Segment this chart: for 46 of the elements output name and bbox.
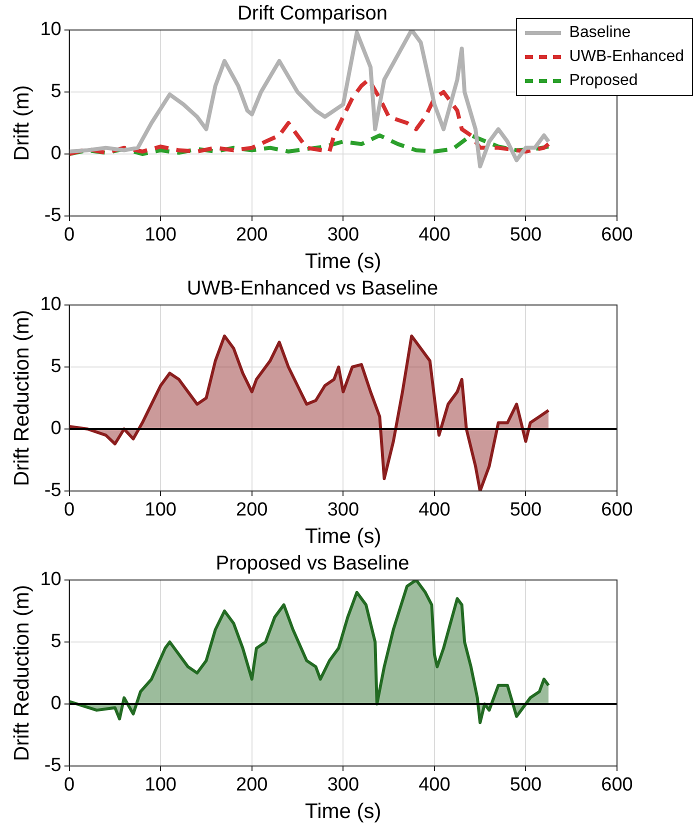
chart-title: Drift Comparison	[237, 2, 388, 25]
y-tick-label: 5	[50, 631, 62, 652]
x-tick-label: 300	[327, 224, 360, 246]
x-tick-label: 200	[236, 500, 268, 521]
x-tick-label: 600	[601, 774, 633, 796]
chart-title: Proposed vs Baseline	[216, 552, 410, 575]
x-axis-title: Time (s)	[305, 800, 382, 824]
x-tick-label: 400	[418, 224, 450, 246]
legend-label: UWB-Enhanced	[569, 48, 684, 66]
x-tick-label: 100	[144, 500, 176, 521]
y-tick-label: 10	[40, 19, 62, 40]
y-tick-label: 10	[40, 569, 62, 590]
x-tick-label: 500	[510, 774, 542, 796]
y-axis-title: Drift Reduction (m)	[10, 310, 34, 486]
y-tick-label: 5	[50, 81, 62, 102]
y-tick-label: -5	[44, 205, 62, 226]
y-axis-title: Drift (m)	[10, 85, 34, 161]
legend-label: Baseline	[569, 24, 631, 42]
x-tick-label: 300	[327, 500, 360, 521]
y-tick-label: -5	[44, 755, 62, 776]
x-axis-title: Time (s)	[305, 525, 382, 548]
y-tick-label: 5	[50, 356, 62, 378]
x-tick-label: 100	[144, 224, 176, 246]
x-tick-label: 200	[236, 774, 268, 796]
x-tick-label: 200	[236, 224, 268, 246]
x-tick-label: 0	[64, 774, 75, 796]
line-series	[69, 78, 551, 156]
x-tick-label: 500	[510, 224, 542, 246]
x-tick-label: 400	[418, 500, 450, 521]
x-tick-label: 300	[327, 774, 360, 796]
y-axis-title: Drift Reduction (m)	[10, 584, 34, 762]
y-tick-label: 0	[50, 693, 62, 714]
x-tick-label: 600	[601, 224, 633, 246]
legend-label: Proposed	[569, 72, 638, 90]
x-tick-label: 500	[510, 500, 542, 521]
y-tick-label: 0	[50, 143, 62, 164]
y-tick-label: -5	[44, 480, 62, 502]
y-tick-label: 0	[50, 418, 62, 440]
chart-title: UWB-Enhanced vs Baseline	[186, 278, 438, 300]
x-tick-label: 100	[144, 774, 176, 796]
x-tick-label: 0	[64, 224, 75, 246]
x-tick-label: 400	[418, 774, 450, 796]
x-tick-label: 600	[601, 500, 633, 521]
x-axis-title: Time (s)	[305, 250, 382, 274]
x-tick-label: 0	[64, 500, 75, 521]
y-tick-label: 10	[40, 294, 62, 316]
